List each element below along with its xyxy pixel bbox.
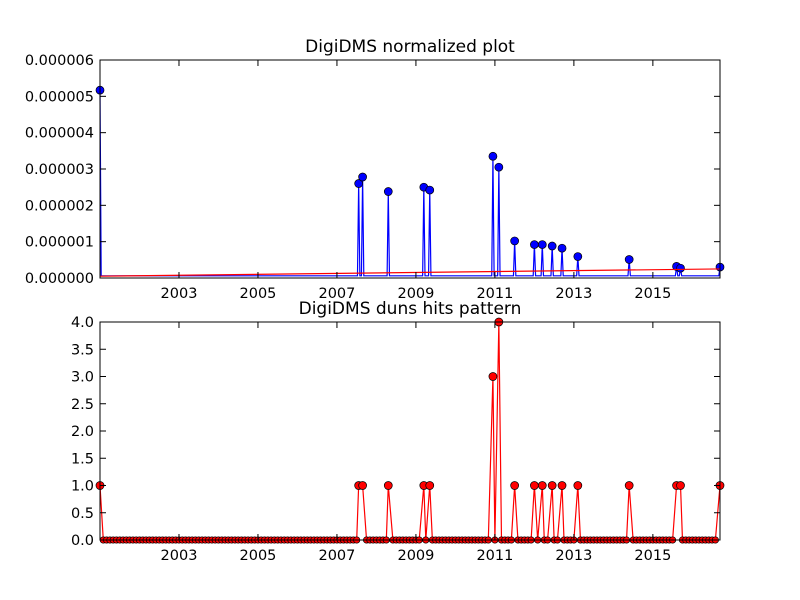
bottom-x-tick-label: 2005: [240, 548, 277, 564]
bottom-x-tick-label: 2011: [476, 548, 513, 564]
top-data-point-14: [624, 255, 634, 264]
top-data-point-11: [547, 241, 557, 251]
top-plot: DigiDMS normalized plot 0.000000 0.000001…: [25, 37, 725, 302]
top-x-tick-label: 2013: [555, 286, 592, 302]
bottom-x-tick-label: 2003: [161, 548, 198, 564]
top-data-point-8: [510, 236, 520, 246]
bottom-data-point-16: [676, 481, 685, 490]
bottom-x-tick-label: 2007: [318, 548, 355, 564]
top-y-tick-label: 0.000004: [25, 126, 94, 142]
top-data-point-5: [425, 185, 435, 195]
top-x-tick-label: 2011: [476, 286, 513, 302]
bottom-plot: DigiDMS duns hits pattern 0.0 0.5 1.0 1.5 2.…: [71, 299, 725, 564]
top-data-point-7: [494, 162, 504, 172]
bottom-y-tick-label: 1.5: [71, 451, 94, 467]
bottom-y-tick-label: 0.0: [71, 533, 94, 549]
top-data-point-3: [383, 187, 393, 196]
top-data-point-1: [354, 179, 364, 188]
top-x-tick-label: 2015: [634, 286, 671, 302]
bottom-data-point-11: [547, 481, 557, 490]
top-series-line-0: [99, 90, 721, 277]
top-y-tick-label: 0.000000: [25, 271, 94, 287]
bottom-data-point-10: [537, 481, 547, 490]
bottom-y-tick-label: 2.0: [71, 424, 94, 440]
top-x-tick-label: 2005: [240, 286, 277, 302]
top-data-point-2: [358, 172, 367, 182]
bottom-x-tick-label: 2013: [555, 548, 592, 564]
top-y-tick-label: 0.000006: [25, 53, 94, 69]
bottom-data-point-12: [557, 481, 567, 490]
bottom-y-tick-label: 2.5: [71, 397, 94, 413]
top-data-point-12: [557, 243, 567, 253]
bottom-data-point-14: [624, 481, 634, 490]
bottom-data-point-8: [510, 481, 520, 490]
top-y-tick-label: 0.000001: [25, 235, 94, 251]
bottom-plot-title: DigiDMS duns hits pattern: [299, 299, 522, 319]
bottom-data-point-3: [383, 481, 393, 490]
top-data-point-10: [537, 240, 547, 249]
bottom-y-tick-label: 4.0: [71, 315, 94, 331]
bottom-data-point-6: [488, 372, 498, 381]
top-plot-title: DigiDMS normalized plot: [305, 37, 515, 57]
bottom-y-tick-label: 3.0: [71, 370, 94, 386]
bottom-x-tick-label: 2009: [397, 548, 434, 564]
top-x-tick-label: 2009: [397, 286, 434, 302]
bottom-plot-axes: 0.0 0.5 1.0 1.5 2.0 2.5 3.0 3.5 4.0 2003 2005 2007 2…: [71, 315, 720, 564]
bottom-data-point-9: [530, 481, 539, 490]
bottom-data-point-13: [573, 481, 583, 490]
top-data-point-13: [573, 252, 583, 261]
bottom-x-tick-label: 2015: [634, 548, 671, 564]
bottom-data-point-5: [425, 481, 435, 490]
bottom-y-tick-label: 1.0: [71, 479, 94, 495]
top-series-line-1: [99, 268, 721, 277]
top-data-point-9: [530, 240, 539, 249]
top-data-point-6: [488, 151, 498, 161]
top-plot-area: [95, 85, 725, 277]
bottom-data-point-2: [358, 481, 367, 490]
top-x-tick-label: 2003: [161, 286, 198, 302]
top-x-tick-label: 2007: [318, 286, 355, 302]
top-y-tick-label: 0.000002: [25, 198, 94, 214]
top-y-tick-label: 0.000003: [25, 162, 94, 178]
top-y-tick-label: 0.000005: [25, 89, 94, 105]
bottom-y-tick-label: 3.5: [71, 342, 94, 358]
top-data-point-16: [676, 263, 685, 273]
top-plot-axes: 0.000000 0.000001 0.000002 0.000003 0.000004…: [25, 53, 720, 302]
bottom-y-tick-label: 0.5: [71, 506, 94, 522]
